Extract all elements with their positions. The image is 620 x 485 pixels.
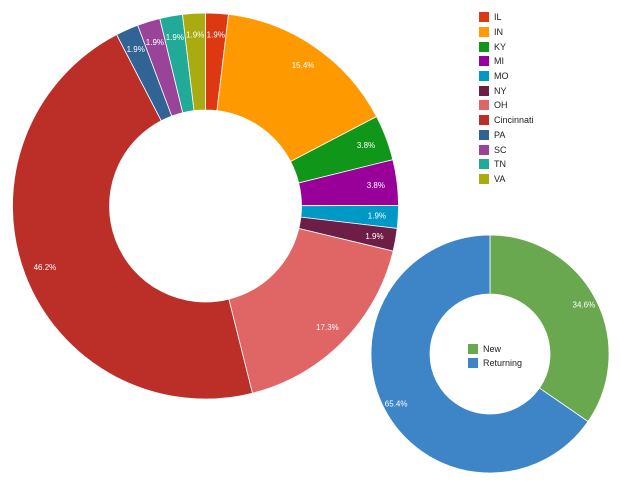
slice-label: 15.4% (292, 61, 315, 70)
slice-label: 3.8% (367, 181, 385, 190)
slice-label: 1.9% (166, 33, 184, 42)
slice-label: 1.9% (186, 31, 204, 40)
legend-label: Cincinnati (494, 115, 534, 126)
slice-va[interactable] (182, 12, 206, 112)
legend-item-tn[interactable]: TN (479, 157, 534, 172)
legend-swatch (479, 100, 489, 111)
legend-swatch (479, 56, 489, 67)
slice-label: 1.9% (368, 212, 386, 221)
legend-item-oh[interactable]: OH (479, 98, 534, 113)
legend-swatch (468, 358, 478, 368)
slice-label: 1.9% (146, 38, 164, 47)
legend-item-returning[interactable]: Returning (468, 356, 522, 370)
location-donut-chart: 1.9%15.4%3.8%3.8%1.9%1.9%17.3%46.2%1.9%1… (12, 12, 399, 400)
legend-label: Returning (483, 358, 523, 368)
slice-label: 1.9% (207, 31, 225, 40)
legend-label: PA (494, 129, 506, 140)
legend-label: IN (494, 27, 503, 38)
legend-swatch (479, 27, 489, 38)
slice-label: 17.3% (316, 323, 339, 332)
legend-label: SC (494, 144, 507, 155)
legend-item-mo[interactable]: MO (479, 69, 534, 84)
slice-label: 1.9% (127, 45, 145, 54)
legend-item-sc[interactable]: SC (479, 142, 534, 157)
legend-swatch (479, 71, 489, 82)
legend-swatch (479, 159, 489, 170)
legend-item-va[interactable]: VA (479, 172, 534, 187)
legend-item-mi[interactable]: MI (479, 54, 534, 69)
legend-label: TN (494, 159, 506, 170)
legend-item-new[interactable]: New (468, 342, 522, 356)
legend-label: KY (494, 41, 507, 52)
legend-label: MO (494, 71, 509, 82)
legend-label: OH (494, 100, 508, 111)
legend-swatch (479, 12, 489, 23)
legend-item-in[interactable]: IN (479, 25, 534, 40)
legend-item-il[interactable]: IL (479, 10, 534, 25)
legend-item-cincinnati[interactable]: Cincinnati (479, 113, 534, 128)
slice-new[interactable] (489, 234, 610, 423)
visitor-legend: New Returning (468, 342, 522, 370)
legend-swatch (479, 129, 489, 140)
legend-item-ky[interactable]: KY (479, 39, 534, 54)
legend-item-pa[interactable]: PA (479, 128, 534, 143)
legend-swatch (479, 41, 489, 52)
slice-label: 46.2% (34, 263, 57, 272)
legend-label: MI (494, 56, 504, 67)
legend-label: New (483, 344, 502, 354)
legend-label: NY (494, 85, 507, 96)
visitor-type-donut-chart: 34.6% 65.4% (370, 234, 610, 474)
slice-oh[interactable] (228, 227, 394, 394)
slice-in[interactable] (216, 13, 378, 163)
legend-swatch (479, 115, 489, 126)
legend-label: VA (494, 173, 506, 184)
legend-item-ny[interactable]: NY (479, 83, 534, 98)
legend-label: IL (494, 12, 502, 23)
slice-cincinnati[interactable] (12, 34, 253, 400)
legend-swatch (468, 344, 478, 354)
slice-label: 65.4% (385, 399, 408, 408)
slice-label: 3.8% (357, 141, 375, 150)
slice-returning[interactable] (370, 234, 589, 474)
slice-label: 1.9% (365, 232, 383, 241)
legend-swatch (479, 85, 489, 96)
slice-label: 34.6% (573, 301, 596, 310)
legend-swatch (479, 173, 489, 184)
location-legend: IL IN KY MI MO NY OH Cincinnati PA SC TN… (479, 10, 534, 186)
legend-swatch (479, 144, 489, 155)
